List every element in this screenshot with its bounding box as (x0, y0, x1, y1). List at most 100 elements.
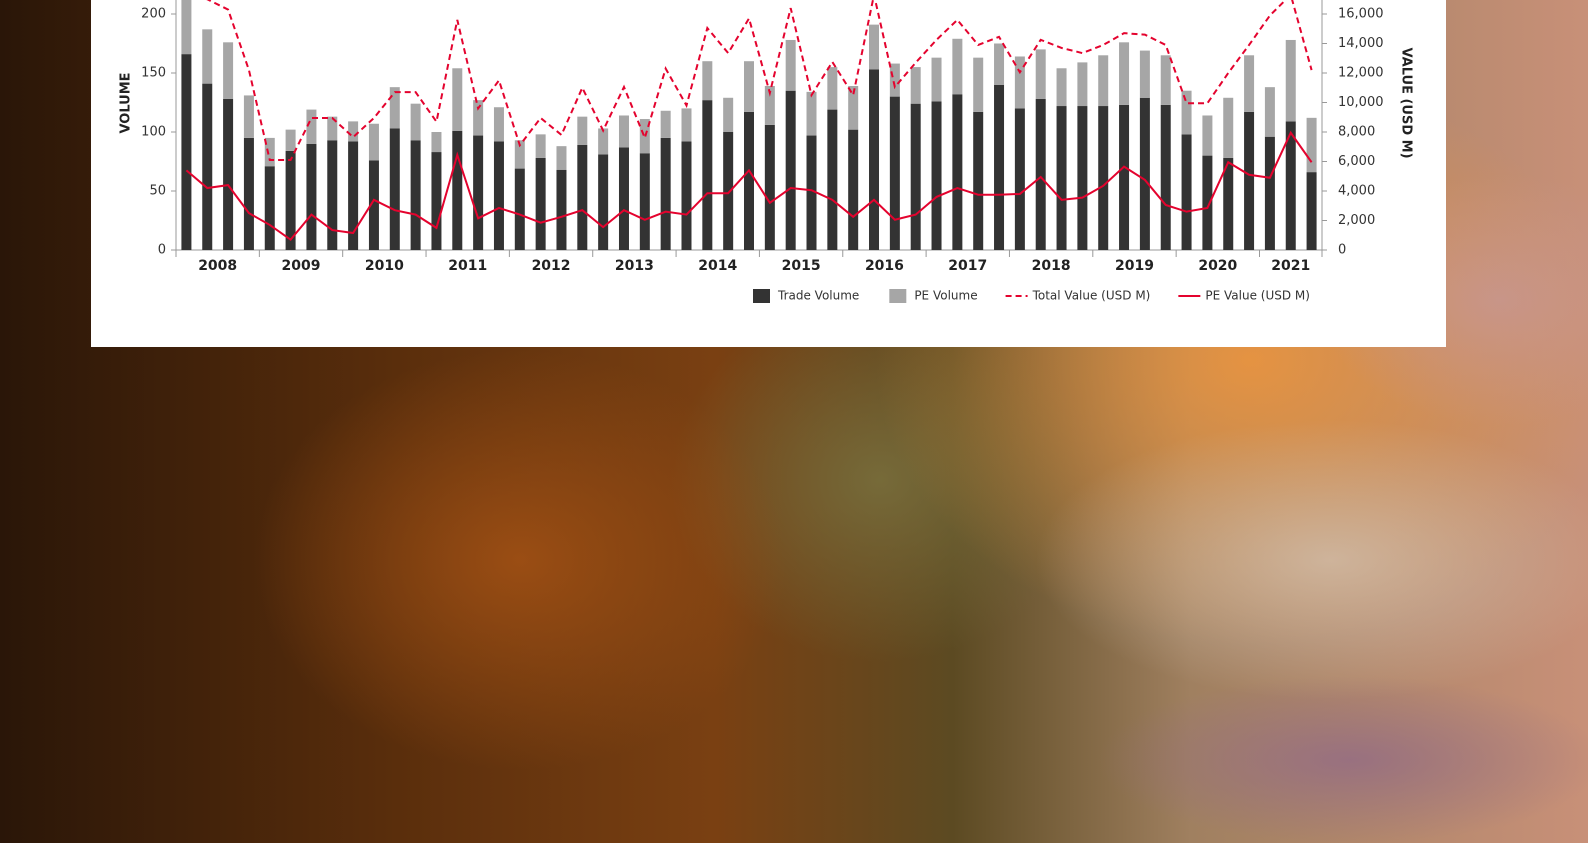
y2-tick-label: 6,000 (1338, 154, 1375, 169)
bar (306, 109, 317, 144)
x-tick-label: 2020 (1198, 258, 1237, 274)
bar (181, 0, 192, 55)
bar (639, 153, 650, 250)
bar (306, 143, 317, 250)
bar (1306, 117, 1317, 173)
y2-tick-label: 12,000 (1338, 66, 1384, 81)
bar (1139, 50, 1150, 98)
bar (723, 97, 734, 132)
bar (910, 103, 921, 251)
bar (1014, 108, 1025, 251)
bar (848, 85, 859, 130)
y-tick-label: 150 (141, 66, 166, 81)
bar (681, 108, 692, 142)
bar (785, 39, 796, 91)
bar (806, 135, 817, 250)
y2-tick-label: 10,000 (1338, 95, 1384, 110)
bar (285, 129, 296, 151)
bar (1202, 115, 1213, 156)
bar (1160, 104, 1171, 250)
bar (410, 140, 421, 250)
bar (1285, 39, 1296, 122)
bar (660, 110, 671, 138)
bar (1264, 136, 1275, 250)
bar (806, 91, 817, 136)
bar (1202, 155, 1213, 250)
x-tick-label: 2021 (1271, 258, 1310, 274)
bar (952, 94, 963, 251)
bar (264, 137, 275, 167)
bar (1223, 157, 1234, 250)
bar (514, 168, 525, 250)
x-tick-label: 2017 (948, 258, 987, 274)
bar (514, 140, 525, 169)
bar (973, 57, 984, 112)
y2-tick-label: 16,000 (1338, 7, 1384, 22)
bar (723, 132, 734, 250)
bar (1244, 111, 1255, 250)
bar (1077, 106, 1088, 250)
x-tick-label: 2018 (1032, 258, 1071, 274)
bar (598, 128, 609, 155)
x-tick-label: 2019 (1115, 258, 1154, 274)
bar (348, 121, 359, 142)
y2-tick-label: 4,000 (1338, 184, 1375, 199)
y-tick-label: 0 (158, 243, 166, 258)
bar (327, 140, 338, 250)
y-axis-title: VOLUME (119, 72, 134, 133)
x-tick-label: 2012 (532, 258, 571, 274)
bar (202, 83, 213, 251)
bar (1035, 49, 1046, 99)
line-series (206, 0, 1313, 162)
x-tick-label: 2009 (282, 258, 321, 274)
bar (473, 135, 484, 250)
y2-tick-label: 0 (1338, 243, 1346, 258)
bar (535, 157, 546, 250)
bar (931, 101, 942, 250)
bar (223, 98, 234, 251)
bar (889, 96, 900, 250)
y2-axis-title: VALUE (USD M) (1399, 47, 1414, 158)
bar (577, 144, 588, 250)
bar (431, 132, 442, 153)
bar (1223, 97, 1234, 158)
bar (1306, 172, 1317, 250)
bar (556, 146, 567, 170)
bar (869, 69, 880, 251)
bar (889, 63, 900, 97)
y2-tick-label: 14,000 (1338, 36, 1384, 51)
bar (1181, 90, 1192, 135)
bar (389, 128, 400, 250)
y2-tick-label: 8,000 (1338, 125, 1375, 140)
bar (660, 137, 671, 250)
bar (556, 169, 567, 250)
y-tick-label: 100 (141, 125, 166, 140)
bar (368, 123, 379, 161)
bar (702, 61, 713, 101)
bar (848, 129, 859, 250)
bar (452, 130, 463, 250)
bar (618, 115, 629, 148)
bar (1035, 98, 1046, 251)
bar (327, 116, 338, 141)
x-tick-label: 2013 (615, 258, 654, 274)
x-tick-label: 2014 (698, 258, 737, 274)
bar (931, 57, 942, 102)
bar (702, 100, 713, 250)
y-tick-label: 200 (141, 7, 166, 22)
legend-label: PE Value (USD M) (1205, 289, 1310, 303)
y-tick-label: 50 (149, 184, 166, 199)
bar (243, 137, 254, 250)
bar (285, 150, 296, 250)
bar (994, 43, 1005, 85)
bar (785, 90, 796, 250)
bar (535, 134, 546, 158)
legend-swatch (753, 289, 770, 303)
bar (1160, 55, 1171, 105)
bar (973, 111, 984, 250)
bar (744, 111, 754, 250)
legend-swatch (889, 289, 907, 303)
bar (1098, 106, 1109, 250)
bar (827, 109, 838, 250)
